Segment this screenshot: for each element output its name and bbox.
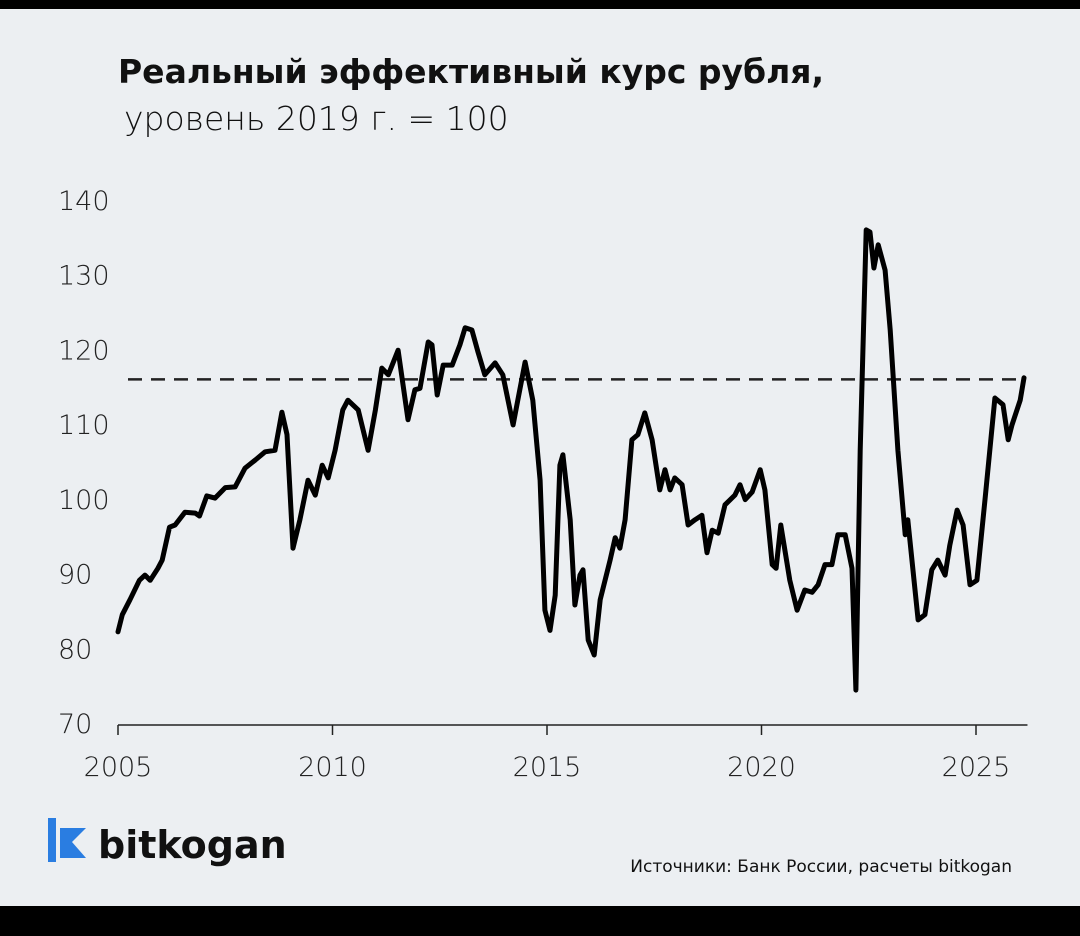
y-tick-label: 80 [58,634,92,665]
x-tick-label: 2005 [84,752,153,783]
line-series [115,227,1027,693]
x-tick-label: 2010 [298,752,367,783]
y-tick-label: 70 [58,709,92,740]
x-tick-label: 2020 [727,752,796,783]
y-tick-label: 110 [58,410,110,441]
x-tick-label: 2015 [513,752,582,783]
logo-text: bitkogan [98,823,287,867]
source: Источники: Банк России, расчеты bitkogan [630,857,1012,877]
y-tick-label: 140 [58,186,110,217]
y-tick-label: 130 [58,261,110,292]
logo-icon [48,818,86,862]
y-tick-label: 100 [58,485,110,516]
chart-subtitle: уровень 2019 г. = 100 [124,99,509,138]
y-tick-label: 90 [58,560,92,591]
x-tick-label: 2025 [942,752,1011,783]
y-tick-label: 120 [58,335,110,366]
chart-title: Реальный эффективный курс рубля, [118,52,824,91]
